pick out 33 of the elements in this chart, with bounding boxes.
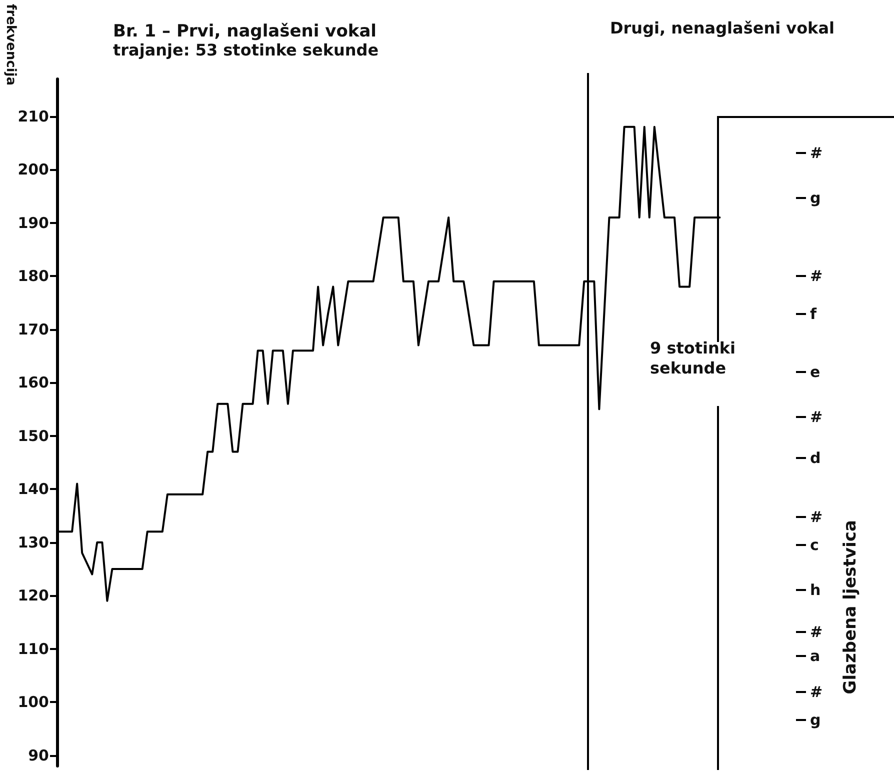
text: c bbox=[810, 536, 819, 554]
text: # bbox=[810, 683, 823, 701]
y-tick-label: 90 bbox=[28, 746, 49, 764]
text: d bbox=[810, 449, 821, 467]
y-tick-label: 180 bbox=[18, 267, 49, 286]
text: f bbox=[810, 305, 817, 323]
y-tick-label: 170 bbox=[18, 320, 49, 338]
text: # bbox=[810, 144, 823, 162]
y-tick-label: 200 bbox=[18, 160, 49, 179]
y-tick-label: 120 bbox=[18, 586, 49, 605]
y-tick-label: 110 bbox=[18, 640, 49, 658]
text: g bbox=[810, 711, 821, 729]
text: # bbox=[810, 508, 823, 526]
text: g bbox=[810, 189, 821, 207]
chart-title: Br. 1 – Prvi, naglašeni vokal bbox=[113, 22, 376, 42]
y-tick-label: 150 bbox=[18, 426, 49, 445]
y-axis-title: frekvencija bbox=[3, 4, 18, 86]
y-tick-label: 190 bbox=[18, 214, 49, 232]
y2-axis-title: Glazbena ljestvica bbox=[840, 520, 860, 694]
text: # bbox=[810, 623, 823, 641]
y-tick-label: 100 bbox=[18, 693, 49, 712]
text: a bbox=[810, 647, 820, 665]
annotation: 9 stotinki sekunde bbox=[650, 338, 736, 378]
y-tick-label: 130 bbox=[18, 533, 49, 552]
text: Drugi, nenaglašeni vokal bbox=[610, 18, 834, 38]
text: # bbox=[810, 408, 823, 426]
chart-subtitle: trajanje: 53 stotinke sekunde bbox=[113, 40, 379, 60]
text: e bbox=[810, 363, 820, 381]
y-tick-label: 160 bbox=[18, 374, 49, 392]
y-tick-label: 210 bbox=[18, 107, 49, 126]
text: h bbox=[810, 581, 821, 599]
y-tick-label: 140 bbox=[18, 480, 49, 498]
text: # bbox=[810, 267, 823, 285]
